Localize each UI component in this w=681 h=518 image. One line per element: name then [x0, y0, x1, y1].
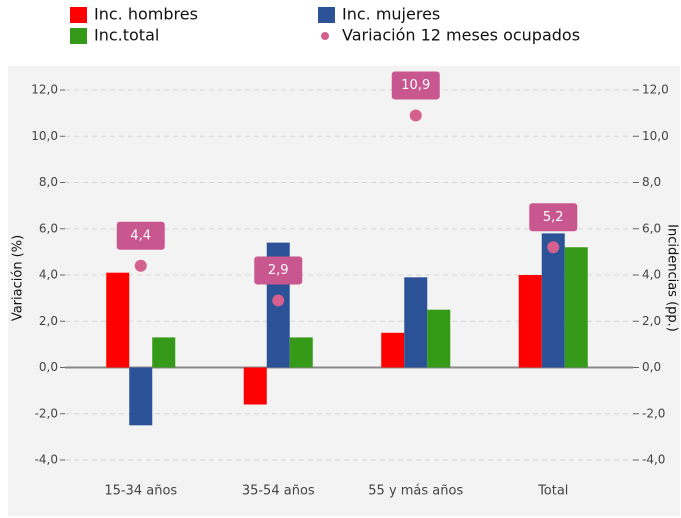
- bar: [243, 367, 267, 405]
- y-axis-title: Variación (%): [11, 235, 26, 321]
- x-tick-label: 35-54 años: [242, 484, 315, 499]
- y-tick-label: 6,0: [39, 221, 58, 235]
- legend-label: Variación 12 meses ocupados: [342, 26, 580, 45]
- bar: [541, 233, 565, 368]
- label-box: [116, 221, 165, 250]
- y2-tick-label: 4,0: [642, 268, 661, 282]
- point: [272, 294, 285, 307]
- bar: [152, 337, 176, 368]
- y2-tick-label: -4,0: [642, 453, 665, 467]
- label-box: [254, 256, 303, 285]
- y2-tick-label: -2,0: [642, 406, 665, 420]
- point: [134, 259, 147, 272]
- legend-label: Inc. hombres: [94, 5, 198, 24]
- legend-marker: [321, 32, 329, 40]
- y2-tick-label: 12,0: [642, 83, 669, 97]
- y-tick-label: 4,0: [39, 268, 58, 282]
- legend-marker: [70, 28, 87, 44]
- legend-marker: [318, 7, 335, 23]
- bar: [404, 277, 428, 368]
- x-tick-label: Total: [537, 484, 568, 499]
- x-tick-label: 55 y más años: [368, 484, 463, 499]
- legend-marker: [70, 7, 87, 23]
- bar: [381, 332, 405, 368]
- y2-tick-label: 6,0: [642, 221, 661, 235]
- data-label: 5,2: [543, 210, 564, 225]
- data-label: 4,4: [130, 228, 151, 243]
- bar: [564, 247, 588, 368]
- y2-tick-label: 2,0: [642, 314, 661, 328]
- bar: [106, 272, 130, 368]
- legend-label: Inc.total: [94, 26, 159, 45]
- x-tick-label: 15-34 años: [104, 484, 177, 499]
- label-box: [391, 71, 440, 100]
- bar: [289, 337, 313, 368]
- bar: [427, 309, 451, 368]
- y2-tick-label: 10,0: [642, 129, 669, 143]
- y-tick-label: -4,0: [35, 453, 58, 467]
- label-box: [529, 203, 578, 232]
- y-tick-label: 12,0: [31, 83, 58, 97]
- legend-label: Inc. mujeres: [342, 5, 440, 24]
- y-tick-label: 0,0: [39, 360, 58, 374]
- y2-axis-title: Incidencias (pp.): [665, 224, 680, 332]
- y-tick-label: 10,0: [31, 129, 58, 143]
- y-tick-label: 8,0: [39, 175, 58, 189]
- bar: [129, 367, 153, 426]
- y2-tick-label: 8,0: [642, 175, 661, 189]
- data-label: 2,9: [268, 263, 289, 278]
- bar: [518, 275, 542, 368]
- point: [547, 241, 560, 254]
- point: [409, 109, 422, 122]
- y2-tick-label: 0,0: [642, 360, 661, 374]
- y-tick-label: -2,0: [35, 406, 58, 420]
- data-label: 10,9: [401, 78, 430, 93]
- y-tick-label: 2,0: [39, 314, 58, 328]
